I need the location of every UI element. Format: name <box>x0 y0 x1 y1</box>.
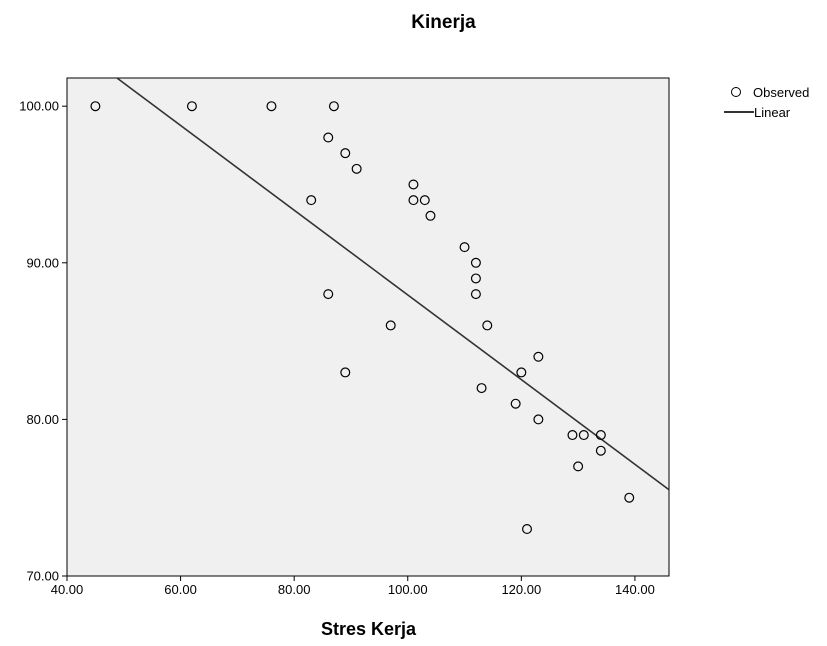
data-point <box>567 430 578 441</box>
data-point <box>408 179 419 190</box>
data-point <box>90 101 101 112</box>
x-tick-label: 140.00 <box>615 582 655 597</box>
data-point <box>624 492 635 503</box>
data-point <box>408 195 419 206</box>
fit-line <box>115 78 669 491</box>
observed-points <box>90 101 635 535</box>
data-point <box>578 430 589 441</box>
data-point <box>573 461 584 472</box>
data-point <box>419 195 430 206</box>
data-point <box>476 383 487 394</box>
data-point <box>306 195 317 206</box>
x-tick-label: 40.00 <box>51 582 84 597</box>
data-point <box>340 367 351 378</box>
data-point <box>516 367 527 378</box>
x-tick-label: 120.00 <box>501 582 541 597</box>
linear-line-icon <box>724 111 754 113</box>
data-point <box>351 163 362 174</box>
data-point <box>425 210 436 221</box>
plot-area <box>66 77 670 577</box>
data-point <box>595 430 606 441</box>
y-tick-label: 90.00 <box>26 255 59 270</box>
x-axis: 40.00 60.00 80.00 100.00 120.00 140.00 <box>51 575 669 597</box>
x-tick-label: 60.00 <box>164 582 197 597</box>
data-point <box>533 351 544 362</box>
legend-item-observed: Observed <box>724 82 809 102</box>
legend: Observed Linear <box>724 82 809 122</box>
observed-marker-icon <box>731 87 741 97</box>
x-tick-label: 80.00 <box>278 582 311 597</box>
legend-label-linear: Linear <box>754 104 791 120</box>
data-point <box>533 414 544 425</box>
chart-title: Kinerja <box>411 12 476 33</box>
y-tick-label: 100.00 <box>19 99 59 114</box>
data-point <box>323 132 334 143</box>
y-axis: 70.00 80.00 90.00 100.00 <box>19 78 68 584</box>
data-point <box>522 524 533 535</box>
data-point <box>470 257 481 268</box>
data-point <box>186 101 197 112</box>
data-point <box>482 320 493 331</box>
data-point <box>510 398 521 409</box>
data-point <box>340 148 351 159</box>
y-tick-label: 80.00 <box>26 412 59 427</box>
legend-label-observed: Observed <box>753 84 810 100</box>
data-point <box>328 101 339 112</box>
x-tick-label: 100.00 <box>388 582 428 597</box>
data-point <box>595 445 606 456</box>
data-point <box>470 273 481 284</box>
x-axis-label: Stres Kerja <box>320 619 417 639</box>
y-tick-label: 70.00 <box>26 569 59 584</box>
data-point <box>470 289 481 300</box>
data-point <box>323 289 334 300</box>
data-point <box>266 101 277 112</box>
data-point <box>385 320 396 331</box>
linear-fit-line <box>115 78 669 491</box>
legend-item-linear: Linear <box>724 102 809 122</box>
data-point <box>459 242 470 253</box>
